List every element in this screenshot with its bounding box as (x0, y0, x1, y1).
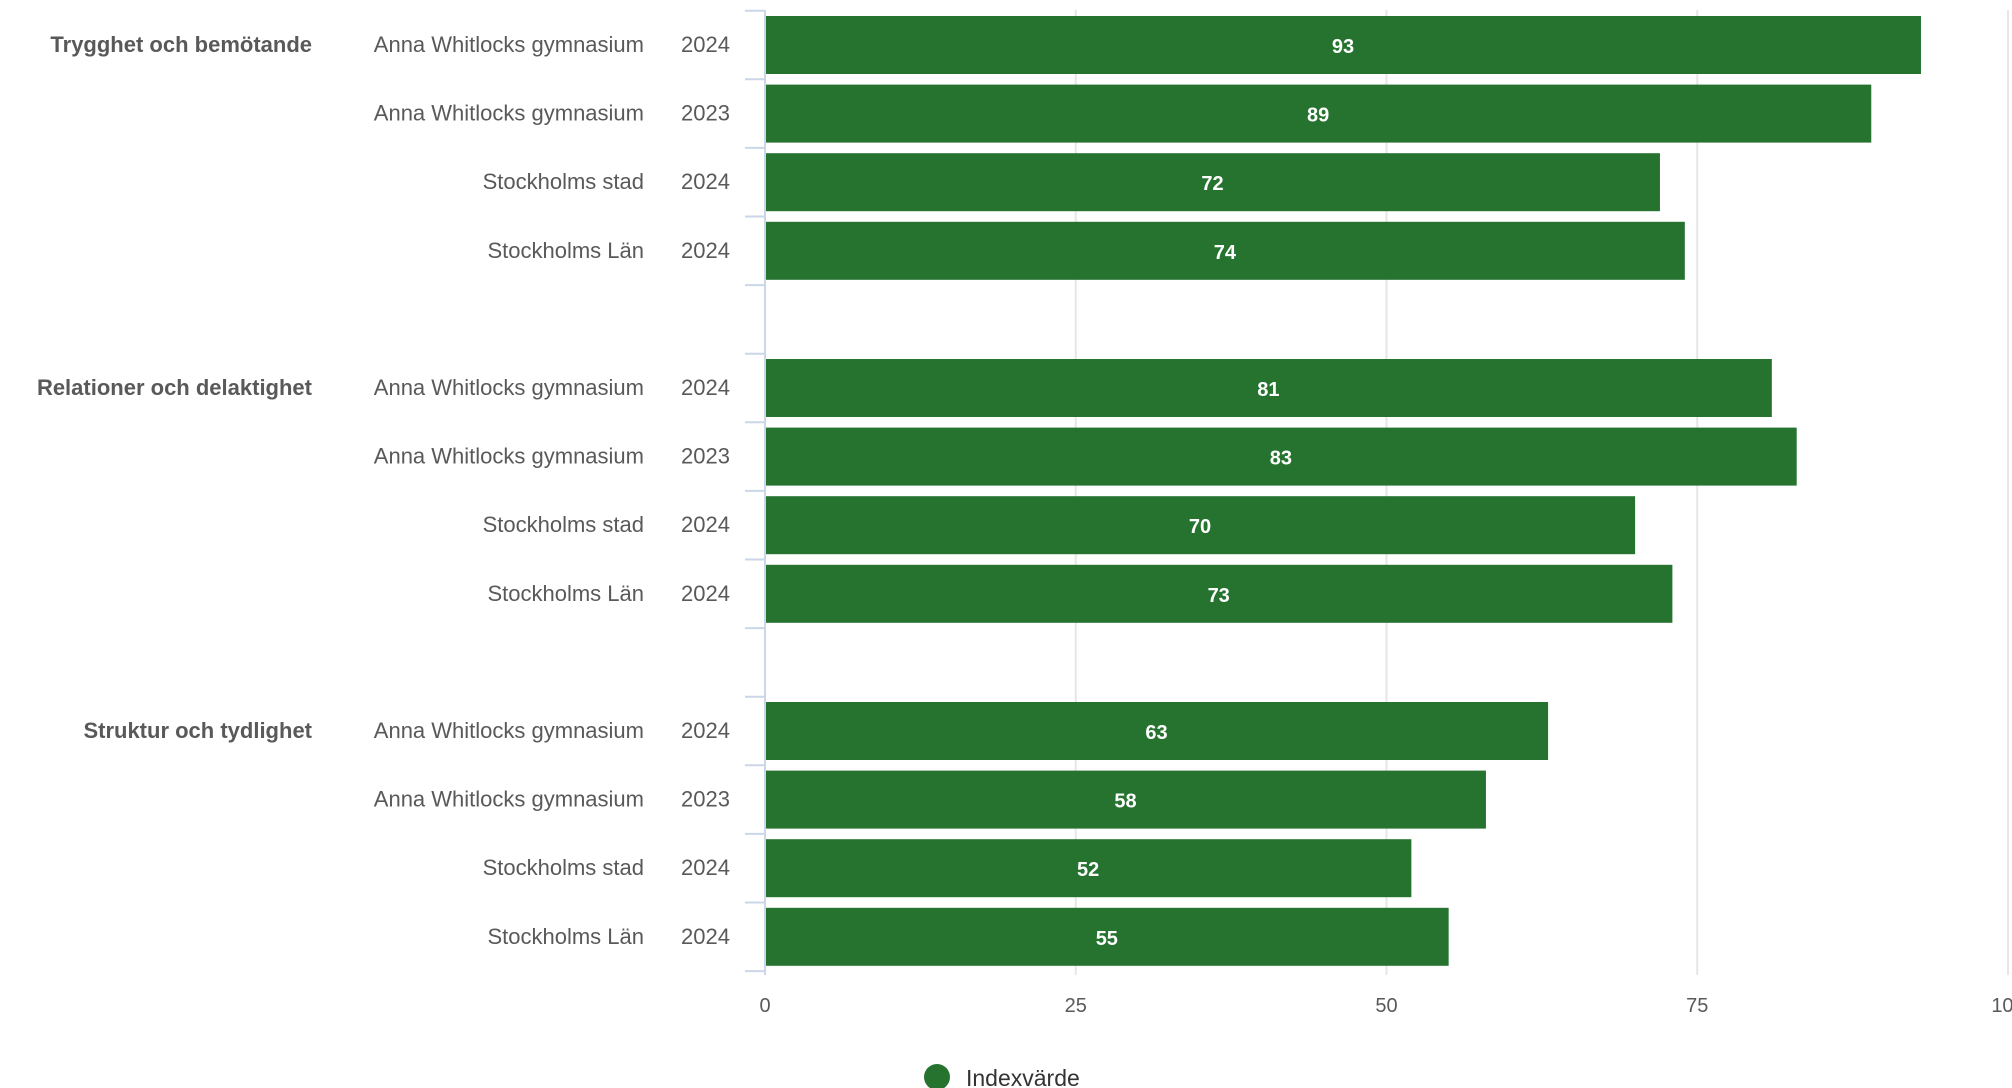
data-label: 52 (1077, 859, 1099, 881)
bar[interactable] (766, 839, 1412, 898)
row-year-label: 2024 (681, 924, 730, 949)
row-name-label: Stockholms stad (483, 512, 644, 537)
bar[interactable] (766, 221, 1685, 280)
data-label: 70 (1189, 516, 1211, 538)
data-label: 73 (1208, 585, 1230, 607)
row-name-label: Anna Whitlocks gymnasium (374, 787, 644, 812)
row-year-label: 2024 (681, 855, 730, 880)
data-label: 89 (1307, 105, 1329, 127)
row-name-label: Anna Whitlocks gymnasium (374, 718, 644, 743)
group-label: Struktur och tydlighet (83, 718, 312, 743)
row-name-label: Anna Whitlocks gymnasium (374, 32, 644, 57)
data-label: 93 (1332, 36, 1354, 58)
bar[interactable] (766, 427, 1797, 486)
row-year-label: 2023 (681, 101, 730, 126)
row-name-label: Stockholms Län (487, 238, 644, 263)
bar[interactable] (766, 84, 1872, 143)
row-name-label: Stockholms Län (487, 581, 644, 606)
legend-label[interactable]: Indexvärde (966, 1065, 1080, 1088)
row-year-label: 2023 (681, 787, 730, 812)
data-label: 81 (1257, 379, 1279, 401)
row-year-label: 2024 (681, 581, 730, 606)
row-name-label: Anna Whitlocks gymnasium (374, 101, 644, 126)
category-labels: Anna Whitlocks gymnasium 2024 Trygghet och… (37, 32, 730, 949)
category-axis (745, 9, 766, 975)
row-year-label: 2024 (681, 718, 730, 743)
x-tick-label: 75 (1686, 995, 1708, 1017)
data-label: 58 (1114, 791, 1136, 813)
row-name-label: Anna Whitlocks gymnasium (374, 375, 644, 400)
bar[interactable] (766, 907, 1449, 966)
row-name-label: Stockholms Län (487, 924, 644, 949)
data-label: 63 (1145, 722, 1167, 744)
legend-marker-icon[interactable] (924, 1064, 950, 1088)
bar[interactable] (766, 702, 1549, 760)
bars: 93 89 72 74 81 83 70 73 63 58 52 55 (766, 16, 1921, 966)
x-tick-label: 25 (1065, 995, 1087, 1017)
row-year-label: 2024 (681, 512, 730, 537)
row-name-label: Stockholms stad (483, 169, 644, 194)
bar[interactable] (766, 564, 1673, 623)
x-tick-label: 100 (1991, 995, 2012, 1017)
bar[interactable] (766, 496, 1636, 555)
data-label: 55 (1096, 928, 1118, 950)
data-label: 72 (1201, 173, 1223, 195)
bar[interactable] (766, 16, 1921, 74)
row-year-label: 2023 (681, 444, 730, 469)
x-tick-label: 0 (759, 995, 770, 1017)
row-name-label: Stockholms stad (483, 855, 644, 880)
bar[interactable] (766, 359, 1772, 417)
group-label: Trygghet och bemötande (50, 32, 312, 57)
row-name-label: Anna Whitlocks gymnasium (374, 444, 644, 469)
x-axis-ticks: 0 25 50 75 100 (759, 995, 2012, 1017)
row-year-label: 2024 (681, 375, 730, 400)
legend[interactable]: Indexvärde (924, 1064, 1080, 1088)
bar[interactable] (766, 153, 1660, 212)
x-tick-label: 50 (1375, 995, 1397, 1017)
group-label: Relationer och delaktighet (37, 375, 313, 400)
data-label: 74 (1214, 242, 1237, 264)
row-year-label: 2024 (681, 169, 730, 194)
row-year-label: 2024 (681, 32, 730, 57)
data-label: 83 (1270, 448, 1292, 470)
bar[interactable] (766, 770, 1486, 829)
row-year-label: 2024 (681, 238, 730, 263)
